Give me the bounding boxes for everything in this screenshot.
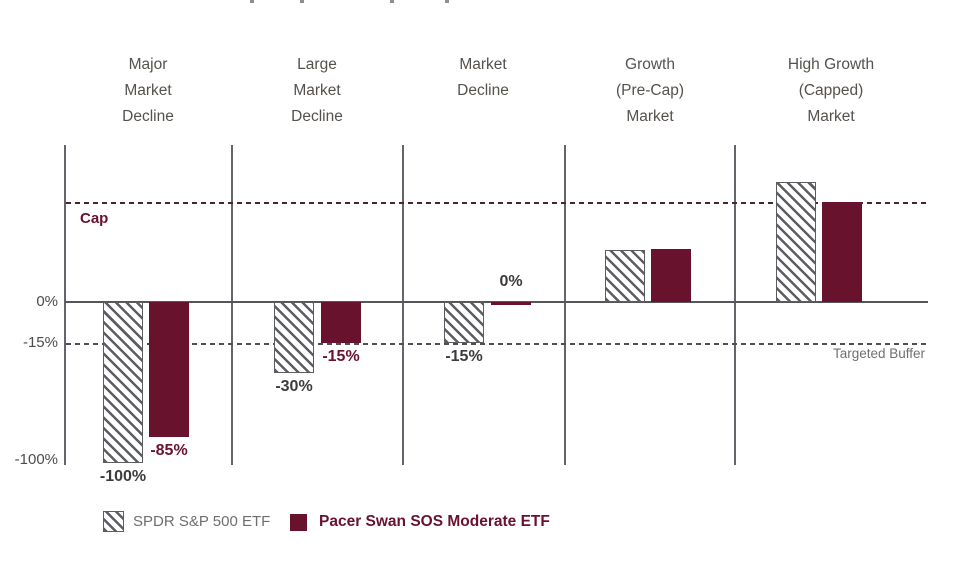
legend-item-spdr: SPDR S&P 500 ETF xyxy=(103,511,270,532)
pacer-solid-swatch-icon xyxy=(290,513,307,531)
y-tick-100: -100% xyxy=(14,451,58,468)
plot-area: -100% -85% -30% -15% -15% 0% xyxy=(65,145,928,485)
cropped-title-fragment xyxy=(390,0,394,3)
spdr-bar-high-growth-capped-market xyxy=(776,182,816,302)
cropped-title-fragment xyxy=(250,0,254,3)
column-header-high-growth-capped: High Growth (Capped) Market xyxy=(787,56,875,125)
column-header-growth-precap-market: Growth (Pre-Cap) Market xyxy=(615,56,685,125)
cap-label: Cap xyxy=(80,210,109,227)
legend-label-spdr: SPDR S&P 500 ETF xyxy=(133,513,271,530)
pacer-value-label: -85% xyxy=(150,442,188,459)
pacer-bar-growth-pre-cap-market xyxy=(651,249,691,302)
column-header-market-decline: Market Decline xyxy=(457,56,509,99)
pacer-bar-high-growth-capped-market xyxy=(822,202,862,302)
pacer-bar-market-decline xyxy=(491,302,531,305)
pacer-value-label: 0% xyxy=(499,273,523,290)
column-header-major-market-decline: Major Market Decline xyxy=(122,56,174,125)
column-header-large-market-decline: Large Market Decline xyxy=(291,56,343,125)
legend: SPDR S&P 500 ETF Pacer Swan SOS Moderate… xyxy=(0,511,966,541)
targeted-buffer-label: Targeted Buffer xyxy=(832,346,925,361)
pacer-bar-major-market-decline xyxy=(149,302,189,437)
cropped-title-fragment xyxy=(300,0,304,3)
column-separator-4 xyxy=(734,145,736,465)
y-tick-15: -15% xyxy=(22,334,58,351)
legend-label-pacer: Pacer Swan SOS Moderate ETF xyxy=(319,513,550,530)
targeted-buffer-dashed-line xyxy=(66,343,926,345)
spdr-bar-major-market-decline xyxy=(103,302,143,463)
cropped-title-fragment xyxy=(445,0,449,3)
column-separator-3 xyxy=(564,145,566,465)
pacer-value-label: -15% xyxy=(322,348,360,365)
column-separator-2 xyxy=(402,145,404,465)
y-tick-0: 0% xyxy=(36,293,58,310)
spdr-value-label: -15% xyxy=(445,348,483,365)
pacer-bar-large-market-decline xyxy=(321,302,361,343)
spdr-bar-large-market-decline xyxy=(274,302,314,373)
y-axis-line xyxy=(64,145,66,465)
cap-dashed-line xyxy=(66,202,926,204)
spdr-bar-market-decline xyxy=(444,302,484,343)
spdr-hatched-swatch-icon xyxy=(103,511,124,532)
legend-item-pacer: Pacer Swan SOS Moderate ETF xyxy=(290,513,550,531)
spdr-value-label: -100% xyxy=(99,468,147,485)
column-separator-1 xyxy=(231,145,233,465)
spdr-value-label: -30% xyxy=(275,378,313,395)
spdr-bar-growth-pre-cap-market xyxy=(605,250,645,302)
